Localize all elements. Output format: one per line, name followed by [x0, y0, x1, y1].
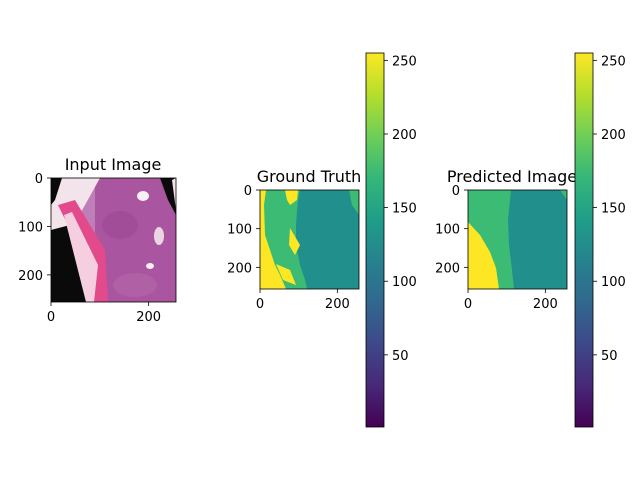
ground-truth-map	[260, 190, 359, 289]
x-tick-label: 200	[533, 297, 558, 312]
region-yellow	[468, 222, 499, 289]
input-image-content	[51, 178, 176, 302]
y-tick-label: 0	[35, 172, 43, 187]
colorbar-tick-label: 50	[392, 349, 409, 364]
colorbar-tick-label: 200	[601, 128, 626, 143]
input-image-title: Input Image	[65, 155, 162, 174]
y-tick-label: 100	[435, 223, 460, 238]
region-yellow	[260, 190, 286, 289]
ground-truth-colorbar: 50 100 150 200 250	[365, 52, 417, 428]
y-tick-label: 200	[435, 261, 460, 276]
colorbar-tick-label: 100	[392, 275, 417, 290]
x-tick-label: 0	[47, 310, 55, 325]
y-tick-label: 100	[18, 220, 43, 235]
y-tick-label: 0	[452, 184, 460, 199]
y-tick-label: 200	[18, 269, 43, 284]
colorbar-tick-label: 250	[601, 54, 626, 69]
colorbar-tick-label: 50	[601, 349, 618, 364]
ground-truth-panel: Ground Truth 0 200 0 100 200 50 100 150 200 250	[227, 52, 417, 428]
y-tick-label: 200	[227, 261, 252, 276]
x-tick-label: 200	[325, 297, 350, 312]
x-tick-label: 200	[136, 310, 161, 325]
input-image-axes: 0 200 0 100 200	[18, 172, 161, 325]
y-tick-label: 100	[227, 223, 252, 238]
predicted-image-title: Predicted Image	[447, 167, 577, 186]
x-tick-label: 0	[256, 297, 264, 312]
colorbar-tick-label: 100	[601, 275, 626, 290]
colorbar-tick-label: 150	[392, 202, 417, 217]
input-image-panel: Input Image 0 200 0 100 200	[18, 155, 177, 325]
colorbar-tick-label: 200	[392, 128, 417, 143]
predicted-map	[468, 190, 567, 289]
x-tick-label: 0	[464, 297, 472, 312]
y-tick-label: 0	[244, 184, 252, 199]
predicted-image-axes: 0 200 0 100 200	[435, 184, 558, 312]
colorbar-tick-label: 250	[392, 54, 417, 69]
predicted-colorbar: 50 100 150 200 250	[574, 52, 626, 428]
ground-truth-axes: 0 200 0 100 200	[227, 184, 350, 312]
ground-truth-title: Ground Truth	[257, 167, 362, 186]
predicted-image-panel: Predicted Image 0 200 0 100 200 50 100 150 200 2…	[435, 52, 626, 428]
colorbar-tick-label: 150	[601, 202, 626, 217]
